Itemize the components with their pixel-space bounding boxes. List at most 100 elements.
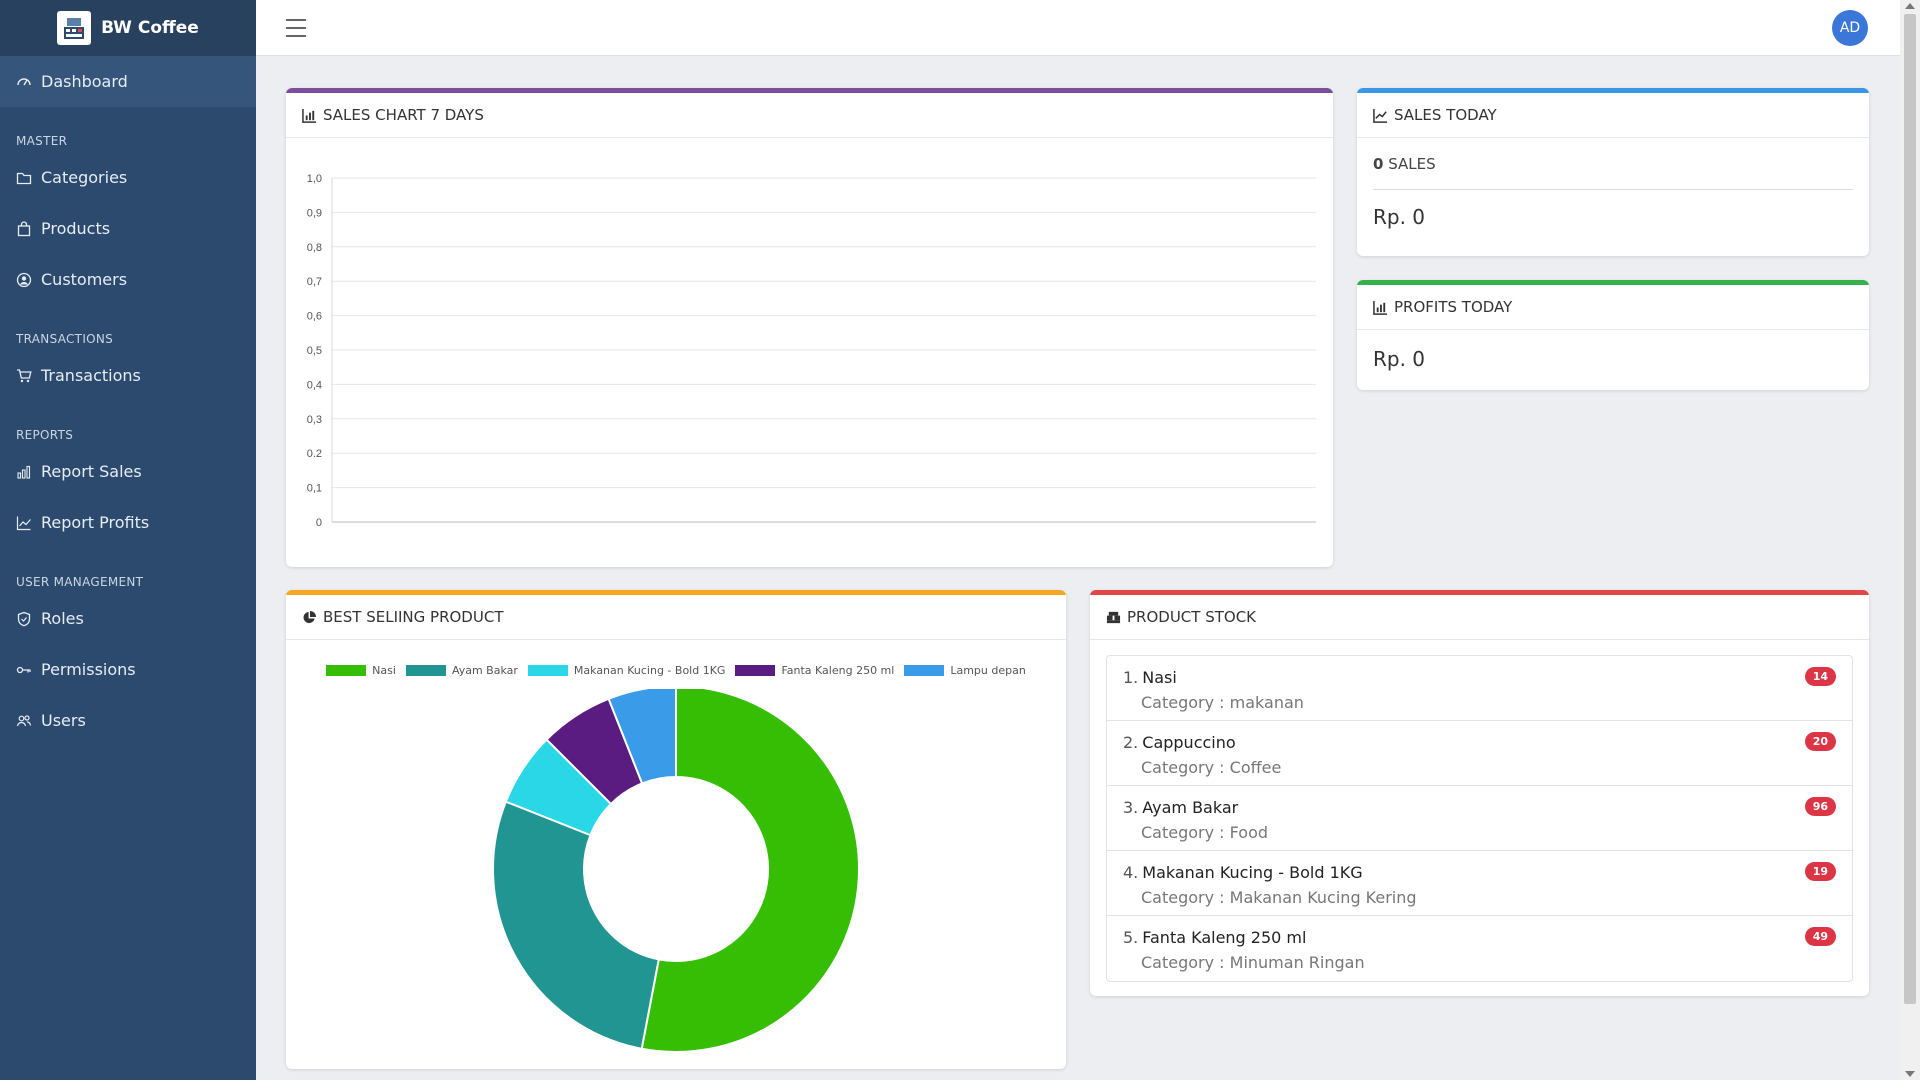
section-reports: REPORTS bbox=[16, 428, 74, 442]
legend-item[interactable]: Ayam Bakar bbox=[405, 664, 518, 677]
sidebar-item-label: Users bbox=[41, 711, 86, 730]
donut-slice[interactable] bbox=[640, 689, 860, 1053]
list-item[interactable]: 1. Nasi Category : makanan 14 bbox=[1107, 656, 1852, 721]
scroll-down-icon[interactable] bbox=[1905, 1071, 1915, 1077]
sales-count-unit: SALES bbox=[1388, 155, 1436, 173]
item-name: Nasi bbox=[1142, 668, 1177, 687]
item-category: Category : Food bbox=[1141, 823, 1269, 842]
y-tick-label: 1,0 bbox=[307, 173, 322, 185]
sidebar: BW Coffee Dashboard MASTER Categories Pr… bbox=[0, 0, 256, 1080]
y-tick-label: 0,9 bbox=[307, 207, 322, 219]
item-number: 2. bbox=[1123, 733, 1139, 752]
sidebar-item-label: Customers bbox=[41, 270, 128, 289]
sales-count-value: 0 bbox=[1373, 155, 1384, 173]
sales-today-card: SALES TODAY 0 SALES Rp. 0 bbox=[1357, 88, 1869, 256]
sidebar-item-products[interactable]: Products bbox=[0, 203, 256, 254]
area-chart-icon bbox=[1373, 108, 1388, 123]
menu-toggle-icon[interactable] bbox=[286, 19, 306, 37]
item-category: Category : makanan bbox=[1141, 693, 1304, 712]
item-category: Category : Minuman Ringan bbox=[1141, 953, 1365, 972]
legend-swatch bbox=[405, 665, 446, 676]
brand-logo bbox=[57, 11, 92, 45]
sidebar-item-permissions[interactable]: Permissions bbox=[0, 644, 256, 695]
legend-label: Lampu depan bbox=[950, 664, 1026, 677]
item-name: Fanta Kaleng 250 ml bbox=[1142, 928, 1307, 947]
legend-label: Ayam Bakar bbox=[451, 664, 518, 677]
legend-label: Makanan Kucing - Bold 1KG bbox=[573, 664, 726, 677]
user-circle-icon bbox=[16, 272, 32, 287]
card-title: PROFITS TODAY bbox=[1394, 298, 1513, 316]
y-tick-label: 0,8 bbox=[307, 242, 322, 254]
page-scrollbar[interactable] bbox=[1900, 0, 1920, 1080]
y-tick-label: 0.2 bbox=[307, 448, 322, 460]
profits-amount: Rp. 0 bbox=[1373, 347, 1426, 371]
list-item[interactable]: 5. Fanta Kaleng 250 ml Category : Minuman… bbox=[1107, 916, 1852, 981]
section-user-management: USER MANAGEMENT bbox=[16, 575, 144, 589]
folder-icon bbox=[16, 172, 32, 184]
sales-count: 0 SALES bbox=[1373, 138, 1853, 190]
scroll-up-icon[interactable] bbox=[1905, 3, 1915, 9]
item-number: 4. bbox=[1123, 863, 1139, 882]
list-item[interactable]: 4. Makanan Kucing - Bold 1KG Category : M… bbox=[1107, 851, 1852, 916]
legend-label: Fanta Kaleng 250 ml bbox=[781, 664, 895, 677]
card-title: SALES CHART 7 DAYS bbox=[323, 106, 484, 124]
item-category: Category : Coffee bbox=[1141, 758, 1282, 777]
avatar[interactable]: AD bbox=[1832, 10, 1868, 46]
list-item[interactable]: 3. Ayam Bakar Category : Food 96 bbox=[1107, 786, 1852, 851]
card-header: SALES CHART 7 DAYS bbox=[286, 93, 1333, 138]
sidebar-item-categories[interactable]: Categories bbox=[0, 152, 256, 203]
legend-item[interactable]: Makanan Kucing - Bold 1KG bbox=[527, 664, 726, 677]
brand-name: BW Coffee bbox=[101, 18, 199, 38]
cash-register-icon bbox=[64, 18, 85, 39]
sales-amount: Rp. 0 bbox=[1373, 205, 1426, 229]
card-header: BEST SELIING PRODUCT bbox=[286, 595, 1066, 640]
legend-item[interactable]: Fanta Kaleng 250 ml bbox=[735, 664, 894, 677]
card-accent-line bbox=[1357, 88, 1869, 93]
item-number: 1. bbox=[1123, 668, 1139, 687]
y-tick-label: 0,4 bbox=[307, 379, 322, 391]
item-number: 5. bbox=[1123, 928, 1139, 947]
shield-icon bbox=[17, 611, 31, 626]
sales-line-chart: 0 0,1 0.2 0,3 0,4 0,5 0,6 0,7 0,8 0,9 1,0 bbox=[307, 173, 1316, 529]
bar-chart-icon bbox=[17, 465, 31, 479]
sidebar-item-label: Report Sales bbox=[41, 462, 142, 481]
sidebar-item-users[interactable]: Users bbox=[0, 695, 256, 746]
section-master: MASTER bbox=[16, 134, 68, 148]
product-stock-card: PRODUCT STOCK 1. Nasi Category : makanan … bbox=[1090, 590, 1869, 996]
stock-badge: 49 bbox=[1804, 927, 1836, 946]
sidebar-item-label: Report Profits bbox=[41, 513, 150, 532]
sidebar-item-report-sales[interactable]: Report Sales bbox=[0, 446, 256, 497]
card-accent-line bbox=[286, 590, 1066, 595]
donut-slice[interactable] bbox=[607, 689, 677, 785]
legend-item[interactable]: Lampu depan bbox=[904, 664, 1026, 677]
y-tick-label: 0,5 bbox=[307, 345, 322, 357]
card-accent-line bbox=[286, 88, 1333, 93]
y-tick-label: 0,6 bbox=[307, 311, 322, 323]
legend-swatch bbox=[904, 665, 945, 676]
legend-swatch bbox=[326, 665, 367, 676]
brand[interactable]: BW Coffee bbox=[0, 0, 256, 56]
list-item[interactable]: 2. Cappuccino Category : Coffee 20 bbox=[1107, 721, 1852, 786]
y-tick-label: 0 bbox=[316, 517, 322, 529]
item-category: Category : Makanan Kucing Kering bbox=[1141, 888, 1417, 907]
scroll-thumb[interactable] bbox=[1904, 14, 1916, 1004]
legend-item[interactable]: Nasi bbox=[326, 664, 396, 677]
item-number: 3. bbox=[1123, 798, 1139, 817]
cart-icon bbox=[17, 368, 32, 382]
sidebar-item-dashboard[interactable]: Dashboard bbox=[0, 56, 256, 107]
section-transactions: TRANSACTIONS bbox=[16, 332, 114, 346]
sidebar-item-transactions[interactable]: Transactions bbox=[0, 350, 256, 401]
sidebar-item-roles[interactable]: Roles bbox=[0, 593, 256, 644]
sidebar-item-customers[interactable]: Customers bbox=[0, 254, 256, 305]
sidebar-item-report-profits[interactable]: Report Profits bbox=[0, 497, 256, 548]
gauge-icon bbox=[17, 77, 31, 85]
y-tick-label: 0,7 bbox=[307, 276, 322, 288]
sidebar-item-label: Dashboard bbox=[41, 72, 128, 91]
stock-badge: 96 bbox=[1804, 797, 1836, 816]
card-accent-line bbox=[1090, 590, 1869, 595]
bar-chart-icon bbox=[302, 108, 317, 123]
donut-slice[interactable] bbox=[492, 800, 660, 1050]
item-name: Makanan Kucing - Bold 1KG bbox=[1142, 863, 1363, 882]
item-name: Cappuccino bbox=[1142, 733, 1236, 752]
bag-icon bbox=[17, 220, 31, 236]
